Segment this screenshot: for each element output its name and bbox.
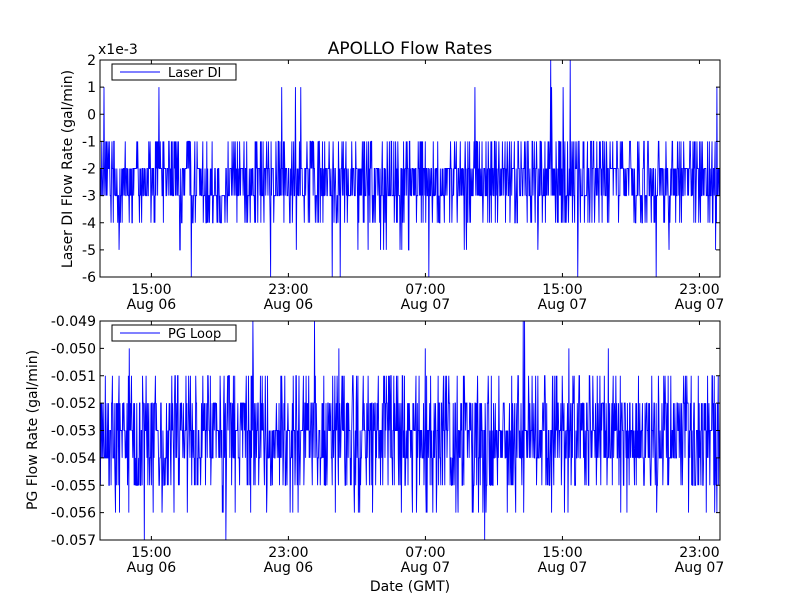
x-axis-label: Date (GMT) <box>370 579 450 595</box>
x-tick-label-time: 23:00 <box>268 282 308 298</box>
y-axis-label: PG Flow Rate (gal/min) <box>25 350 41 510</box>
y-tick-label: -0.054 <box>51 451 96 467</box>
legend: Laser DI <box>111 63 237 81</box>
y-tick-label: -2 <box>82 162 96 178</box>
y-tick-label: -0.053 <box>51 424 96 440</box>
x-tick-label-date: Aug 06 <box>264 297 314 313</box>
y-tick-label: -0.049 <box>51 314 96 330</box>
chart-pg-loop: PG Flow Rate (gal/min) -0.057 -0.056 -0.05… <box>25 314 724 576</box>
x-tick-label-time: 15:00 <box>131 282 171 298</box>
x-tick-label-date: Aug 06 <box>127 560 177 576</box>
plot-area <box>100 60 720 277</box>
plot-area <box>100 321 720 540</box>
x-tick-label-time: 23:00 <box>268 545 308 561</box>
y-tick-label: -0.051 <box>51 369 96 385</box>
y-tick-label: 2 <box>87 53 96 69</box>
y-tick-label: -6 <box>82 270 96 286</box>
y-tick-label: -0.055 <box>51 478 96 494</box>
y-tick-label: -0.057 <box>51 533 96 549</box>
y-tick-label: -5 <box>82 243 96 259</box>
y-tick-label: -3 <box>82 189 96 205</box>
x-tick-label-time: 23:00 <box>679 545 719 561</box>
y-tick-label: 0 <box>87 107 96 123</box>
x-tick-label-date: Aug 07 <box>675 297 725 313</box>
legend-label: Laser DI <box>168 66 221 81</box>
series-line-laser-di <box>100 60 720 277</box>
legend: PG Loop <box>111 324 237 342</box>
y-tick-label: -4 <box>82 216 96 232</box>
x-tick-label-date: Aug 07 <box>538 560 588 576</box>
legend-box <box>111 63 237 81</box>
y-tick-label: -0.056 <box>51 506 96 522</box>
y-tick-label: -0.050 <box>51 341 96 357</box>
y-offset-label: x1e-3 <box>98 42 138 58</box>
x-tick-label-date: Aug 06 <box>264 560 314 576</box>
x-tick-label-time: 15:00 <box>131 545 171 561</box>
x-tick-label-time: 07:00 <box>405 545 445 561</box>
legend-box <box>111 324 237 342</box>
y-tick-label: 1 <box>87 80 96 96</box>
x-tick-label-date: Aug 07 <box>675 560 725 576</box>
x-tick-label-time: 23:00 <box>679 282 719 298</box>
x-tick-label-date: Aug 07 <box>401 560 451 576</box>
x-tick-label-time: 15:00 <box>542 545 582 561</box>
y-tick-label: -1 <box>82 134 96 150</box>
x-tick-label-date: Aug 06 <box>127 297 177 313</box>
x-tick-label-time: 15:00 <box>542 282 582 298</box>
series-line-pg-loop <box>100 321 720 540</box>
legend-label: PG Loop <box>168 327 221 342</box>
figure-title: APOLLO Flow Rates <box>328 39 493 59</box>
x-tick-label-date: Aug 07 <box>538 297 588 313</box>
y-axis-label: Laser DI Flow Rate (gal/min) <box>60 70 76 268</box>
x-tick-label-date: Aug 07 <box>401 297 451 313</box>
x-tick-label-time: 07:00 <box>405 282 445 298</box>
y-tick-label: -0.052 <box>51 396 96 412</box>
chart-laser-di: x1e-3 Laser DI Flow Rate (gal/min) -6 -5 -… <box>60 42 724 313</box>
